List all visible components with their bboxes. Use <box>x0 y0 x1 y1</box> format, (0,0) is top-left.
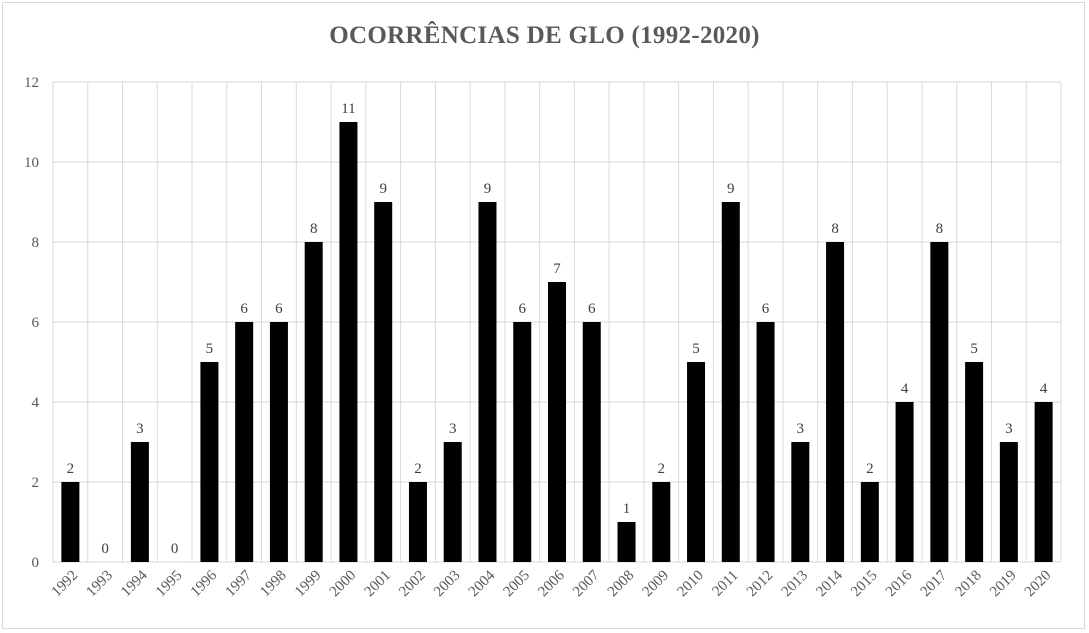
x-tick-label: 2018 <box>952 568 985 601</box>
bar <box>408 482 427 562</box>
y-tick-label: 0 <box>32 555 40 571</box>
data-label: 6 <box>588 301 596 317</box>
bar <box>687 362 706 562</box>
data-label: 6 <box>275 301 283 317</box>
data-label: 1 <box>623 501 631 517</box>
y-tick-label: 2 <box>32 475 40 491</box>
x-tick-label: 2015 <box>848 568 881 601</box>
data-label: 3 <box>1005 421 1013 437</box>
data-label: 5 <box>206 341 214 357</box>
data-label: 3 <box>136 421 144 437</box>
x-tick-label: 1997 <box>222 567 255 600</box>
x-tick-label: 2000 <box>327 568 360 601</box>
x-tick-label: 2012 <box>744 568 777 601</box>
x-tick-label: 2007 <box>570 567 603 600</box>
bar <box>374 202 393 562</box>
x-tick-label: 2008 <box>605 568 638 601</box>
bar <box>895 402 914 562</box>
bar <box>965 362 984 562</box>
bar <box>791 442 810 562</box>
x-tick-label: 1992 <box>49 568 82 601</box>
x-tick-label: 1995 <box>153 568 186 601</box>
data-label: 2 <box>67 461 75 477</box>
bar <box>61 482 80 562</box>
x-tick-label: 2014 <box>813 567 846 600</box>
x-tick-label: 2001 <box>362 568 395 601</box>
bar <box>130 442 149 562</box>
y-tick-label: 6 <box>32 315 40 331</box>
bar <box>860 482 879 562</box>
x-tick-label: 2010 <box>674 568 707 601</box>
x-tick-label: 1998 <box>257 568 290 601</box>
bar <box>269 322 288 562</box>
data-label: 9 <box>484 181 492 197</box>
x-tick-label: 1994 <box>118 567 151 600</box>
data-label: 6 <box>240 301 248 317</box>
data-label: 9 <box>379 181 387 197</box>
bar <box>443 442 462 562</box>
bar <box>235 322 254 562</box>
y-tick-label: 8 <box>32 235 40 251</box>
data-label: 5 <box>692 341 700 357</box>
bars <box>61 122 1053 562</box>
bar <box>617 522 636 562</box>
x-tick-label: 2003 <box>431 568 464 601</box>
bar <box>548 282 566 562</box>
data-label: 2 <box>414 461 422 477</box>
bar <box>652 482 671 562</box>
x-tick-label: 1999 <box>292 568 325 601</box>
data-label: 6 <box>518 301 526 317</box>
x-axis-ticks: 1992 1993 1994 1995 1996 1997 1998 1999 2000 2001… <box>49 567 1055 600</box>
x-tick-label: 2011 <box>709 568 741 600</box>
data-label: 3 <box>449 421 457 437</box>
y-tick-label: 4 <box>32 395 40 411</box>
data-label: 0 <box>171 541 179 557</box>
bar <box>999 442 1018 562</box>
y-axis-ticks: 0 2 4 6 8 10 12 <box>24 75 40 571</box>
data-label: 8 <box>831 221 839 237</box>
bar <box>1034 402 1053 562</box>
bar <box>339 122 358 562</box>
bar <box>826 242 845 562</box>
bar <box>200 362 219 562</box>
data-labels: 2 0 3 0 5 6 6 8 11 9 2 3 9 6 7 6 1 2 5 9 6 3 8 2 4 8 5 3 4 <box>67 101 1048 557</box>
bar <box>513 322 532 562</box>
bar <box>756 322 775 562</box>
x-tick-label: 1993 <box>83 568 116 601</box>
x-tick-label: 2017 <box>918 567 951 600</box>
x-tick-label: 2005 <box>501 568 534 601</box>
y-tick-label: 10 <box>24 155 39 171</box>
bar <box>582 322 601 562</box>
x-tick-label: 2019 <box>987 568 1020 601</box>
data-label: 8 <box>936 221 944 237</box>
chart-title: OCORRÊNCIAS DE GLO (1992-2020) <box>329 22 760 49</box>
data-label: 2 <box>866 461 874 477</box>
bar <box>721 202 740 562</box>
data-label: 6 <box>762 301 770 317</box>
bar <box>304 242 323 562</box>
bar <box>930 242 949 562</box>
data-label: 2 <box>658 461 666 477</box>
y-tick-label: 12 <box>24 75 39 91</box>
x-tick-label: 2016 <box>883 567 916 600</box>
data-label: 9 <box>727 181 735 197</box>
x-tick-label: 2006 <box>535 567 568 600</box>
data-label: 4 <box>1040 381 1048 397</box>
x-tick-label: 2009 <box>640 568 673 601</box>
x-tick-label: 1996 <box>188 567 221 600</box>
data-label: 5 <box>970 341 978 357</box>
data-label: 3 <box>797 421 805 437</box>
data-label: 0 <box>101 541 109 557</box>
x-tick-label: 2020 <box>1022 568 1055 601</box>
data-label: 11 <box>341 101 355 117</box>
bar <box>478 202 497 562</box>
data-label: 4 <box>901 381 909 397</box>
x-tick-label: 2004 <box>466 567 499 600</box>
data-label: 7 <box>553 261 561 277</box>
x-tick-label: 2013 <box>779 568 812 601</box>
x-tick-label: 2002 <box>396 568 429 601</box>
data-label: 8 <box>310 221 318 237</box>
